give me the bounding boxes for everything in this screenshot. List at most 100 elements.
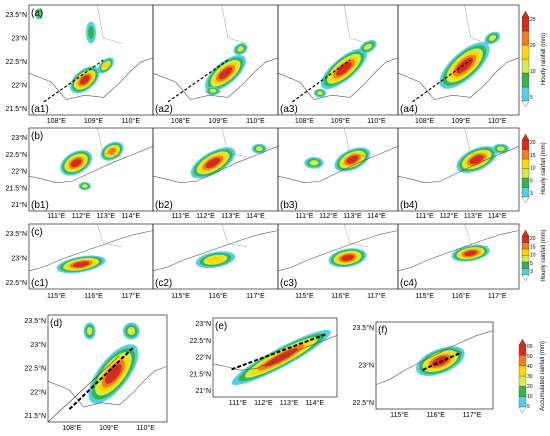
colorbar-segment [518, 396, 527, 408]
rain-field [451, 244, 490, 262]
lat-tick-label: 22°N [11, 82, 27, 90]
rain-field [314, 40, 377, 98]
rain-cell-2 [100, 141, 124, 161]
panel-a4-fill [439, 31, 501, 89]
lat-tick-label: 23.5°N [6, 11, 27, 19]
lon-tick-label: 115°E [295, 292, 314, 300]
lon-tick-label: 109°E [84, 117, 103, 125]
panel-label: (c2) [155, 278, 172, 289]
rain-cell-2 [83, 322, 96, 340]
rain-cell-2 [304, 157, 324, 169]
colorbar-segment [521, 72, 530, 88]
rain-contour-6 [464, 250, 477, 257]
coastline [398, 57, 519, 100]
colorbar-segment [521, 242, 530, 250]
panel-d-fill [83, 322, 140, 404]
coastline-c3 [278, 224, 398, 272]
border-line [464, 5, 489, 44]
lat-tick-label: 23.5°N [6, 230, 27, 238]
rain-contour-4 [102, 62, 110, 69]
border-line [343, 5, 369, 44]
rain-cell-1 [195, 251, 236, 269]
coastline-c4 [398, 224, 519, 272]
colorbar-title: Accumulated rainfall (mm) [540, 341, 546, 411]
lon-tick-label: 113°E [97, 212, 116, 220]
panel-label: (c4) [400, 278, 417, 289]
lon-tick-label: 111°E [47, 212, 65, 220]
rainband-axis-line [422, 351, 462, 371]
lon-tick-label: 111°E [416, 212, 434, 220]
colorbar-cap-bottom [521, 196, 530, 204]
border-line [221, 5, 247, 44]
rain-cell-1 [451, 244, 490, 262]
panel-b3-fill [304, 147, 371, 172]
lat-tick-label: 22°N [195, 354, 211, 362]
colorbar-cap-top [521, 133, 530, 141]
rain-contour-4 [207, 256, 224, 264]
lon-tick-label: 117°E [463, 411, 482, 419]
panel-a1-fill [35, 8, 114, 94]
panel-label: (a1) [31, 104, 49, 115]
coastline-f [376, 330, 493, 385]
lat-tick-label: 21.5°N [6, 105, 27, 113]
panel-label: (e) [215, 321, 227, 332]
lat-tick-label: 23.5°N [353, 324, 374, 332]
coastline [29, 145, 153, 184]
colorbar-tick-label: 20 [530, 43, 536, 49]
rainband-axis-line [68, 346, 135, 410]
rain-cell-1 [56, 255, 106, 274]
colorbar-title: Hourly rainfall (mm) [541, 33, 547, 85]
lat-tick-label: 23°N [11, 255, 27, 263]
panel-e-frame [212, 317, 338, 398]
colorbar-accumulated: 60 50 40 30 20 10 5 Accumulated rainfall (mm) [518, 338, 546, 414]
rain-contour-3 [86, 327, 93, 336]
colorbar-segment [521, 139, 530, 150]
lat-tick-label: 23.5°N [25, 317, 46, 325]
lon-tick-label: 109°E [451, 117, 470, 125]
colorbar-segment [521, 177, 530, 188]
rainband-axis-line [231, 332, 328, 371]
rain-contour-3 [363, 43, 373, 50]
border-line [343, 224, 369, 247]
rain-field [328, 248, 367, 268]
rain-contour-2 [88, 25, 94, 40]
rain-field [195, 251, 236, 269]
rain-field [439, 31, 501, 89]
colorbar-tick-label: 10 [530, 69, 536, 75]
colorbar-tick-label: 60 [527, 344, 533, 350]
lon-tick-label: 112°E [439, 212, 458, 220]
lat-tick-label: 22.5°N [353, 399, 374, 407]
panel-b1-frame [28, 127, 154, 212]
panel-b4-frame [397, 127, 520, 212]
colorbar-tick-label: 25 [530, 17, 536, 23]
rain-field [190, 143, 267, 179]
rainband-axis-line [292, 59, 351, 103]
lon-tick-label: 116°E [209, 292, 228, 300]
colorbar-tick-label: 10 [530, 253, 536, 259]
rain-cell-1 [205, 55, 246, 92]
panel-a3-fill [314, 40, 377, 98]
rain-contour-3 [255, 146, 263, 152]
panel-b2-fill [190, 143, 267, 179]
colorbar-segment [521, 158, 530, 169]
border-line [97, 128, 123, 158]
rain-contour-3 [488, 35, 497, 41]
colorbar-cap-bottom [521, 100, 530, 108]
colorbar-segment [521, 261, 530, 269]
rain-cell-3 [359, 40, 377, 54]
colorbar-tick-label: 5 [530, 95, 533, 101]
coastline [29, 57, 153, 100]
rain-contour-6 [72, 261, 90, 268]
rainband-axis-line [43, 59, 104, 103]
border-line [464, 128, 489, 158]
rain-cell-3 [233, 42, 248, 56]
row-label: (c) [31, 227, 43, 238]
colorbar-tick-label: 3 [530, 269, 533, 275]
coastline-b2 [153, 128, 278, 184]
lon-tick-label: 108°E [171, 117, 190, 125]
lon-tick-label: 114°E [246, 212, 265, 220]
lon-tick-label: 111°E [171, 212, 189, 220]
colorbar-tick-label: 15 [530, 244, 536, 250]
row-label: (b) [31, 131, 43, 142]
rain-contour-3 [209, 88, 217, 93]
